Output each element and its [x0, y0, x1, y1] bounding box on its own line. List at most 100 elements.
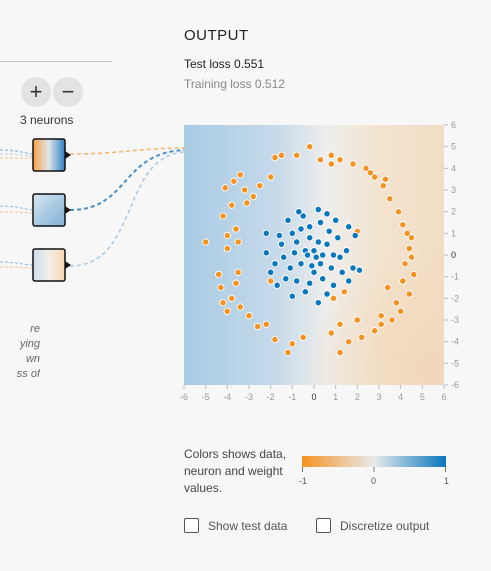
- blue-point-40: [355, 266, 364, 274]
- link: [0, 261, 33, 266]
- orange-point-64: [267, 173, 275, 181]
- orange-point-14: [407, 234, 416, 242]
- orange-point-47: [230, 177, 238, 185]
- orange-point-63: [327, 160, 335, 168]
- blue-point-31: [329, 281, 338, 289]
- add-neuron-button[interactable]: +: [21, 77, 51, 107]
- x-tick-label: 2: [355, 392, 360, 402]
- neuron-3[interactable]: [32, 248, 66, 282]
- output-plot: -6 -5 -4 -3 -2 -1 0 1 2 3 4 5 6 6 5 4 3 2 1 0 -1 -2 -3 -4 -5 -6: [180, 120, 459, 402]
- colorbar-tick-label: 0: [371, 476, 377, 486]
- blue-point-43: [314, 205, 322, 214]
- orange-point-56: [329, 294, 338, 302]
- discretize-output-label: Discretize output: [340, 518, 430, 533]
- blue-point-32: [323, 290, 331, 298]
- orange-point-32: [262, 320, 270, 328]
- orange-point-17: [410, 270, 418, 279]
- blue-point-45: [303, 251, 312, 259]
- blue-point-5: [288, 229, 296, 237]
- blue-point-22: [308, 262, 316, 270]
- orange-point-8: [362, 164, 370, 172]
- orange-point-49: [249, 192, 257, 201]
- blue-point-2: [316, 218, 325, 227]
- y-tick-label: -5: [451, 358, 459, 368]
- orange-point-30: [284, 348, 292, 357]
- output-title: OUTPUT: [184, 27, 249, 44]
- x-tick-label: 1: [333, 392, 338, 402]
- orange-point-59: [377, 312, 385, 320]
- orange-point-2: [293, 151, 301, 159]
- blue-point-19: [271, 260, 279, 268]
- orange-point-4: [316, 156, 325, 164]
- blue-point-26: [349, 264, 357, 272]
- orange-point-50: [236, 171, 244, 179]
- checkbox-box[interactable]: [316, 518, 331, 533]
- blue-point-17: [290, 249, 299, 257]
- orange-point-66: [245, 312, 253, 320]
- x-tick-label: 3: [376, 392, 381, 402]
- orange-point-70: [299, 333, 307, 341]
- blue-point-48: [325, 227, 333, 235]
- y-tick-label: -4: [451, 337, 459, 347]
- test-loss: Test loss 0.551: [184, 57, 265, 71]
- blue-point-50: [336, 253, 344, 261]
- y-tick-label: -2: [451, 293, 459, 303]
- x-tick-label: 6: [441, 392, 446, 402]
- neuron-1-arrow: [65, 151, 71, 159]
- blue-point-18: [280, 253, 288, 261]
- blue-point-24: [327, 264, 335, 272]
- orange-point-29: [288, 340, 296, 348]
- link: [0, 149, 33, 155]
- blue-point-36: [262, 249, 270, 257]
- orange-point-22: [388, 316, 396, 324]
- blue-point-38: [267, 268, 275, 276]
- output-link: [69, 147, 187, 155]
- blue-point-0: [299, 212, 307, 220]
- blue-point-23: [316, 260, 325, 268]
- checkbox-box[interactable]: [184, 518, 199, 533]
- orange-point-53: [223, 231, 231, 240]
- orange-point-10: [379, 182, 387, 190]
- training-loss: Training loss 0.512: [184, 77, 285, 91]
- orange-point-27: [336, 348, 344, 357]
- y-tick-label: 4: [451, 163, 456, 173]
- blue-point-53: [345, 277, 353, 285]
- blue-point-33: [301, 288, 309, 296]
- orange-point-0: [271, 153, 279, 162]
- orange-point-26: [345, 338, 353, 346]
- orange-point-52: [202, 238, 210, 246]
- blue-point-52: [310, 268, 318, 276]
- link: [0, 211, 33, 214]
- orange-point-19: [405, 290, 413, 298]
- orange-point-39: [234, 268, 242, 276]
- colorbar-tick-label: 1: [444, 476, 450, 486]
- orange-point-20: [392, 299, 400, 307]
- discretize-output-checkbox[interactable]: Discretize output: [316, 518, 429, 533]
- orange-point-23: [377, 320, 385, 328]
- neuron-1[interactable]: [32, 138, 66, 172]
- orange-point-9: [371, 173, 379, 181]
- orange-point-37: [217, 283, 225, 292]
- blue-point-41: [284, 216, 292, 224]
- orange-point-24: [371, 327, 379, 335]
- y-tick-label: 0: [451, 250, 456, 260]
- neuron-2[interactable]: [32, 193, 66, 227]
- x-tick-label: -6: [180, 392, 188, 402]
- show-test-data-label: Show test data: [208, 518, 288, 533]
- x-tick-label: 0: [311, 392, 316, 402]
- blue-point-29: [306, 279, 314, 287]
- blue-point-10: [323, 240, 331, 248]
- orange-point-5: [327, 151, 335, 159]
- blue-point-37: [262, 229, 270, 237]
- blue-point-30: [319, 275, 327, 283]
- y-tick-label: -1: [451, 272, 459, 282]
- left-note-text: re ying wn ss of: [16, 323, 40, 380]
- blue-point-34: [288, 292, 296, 300]
- remove-neuron-button[interactable]: −: [53, 77, 83, 107]
- show-test-data-checkbox[interactable]: Show test data: [184, 518, 287, 533]
- orange-point-18: [399, 277, 407, 285]
- orange-point-58: [381, 175, 390, 183]
- orange-point-6: [336, 156, 344, 164]
- orange-point-62: [336, 320, 344, 328]
- orange-point-1: [277, 151, 286, 159]
